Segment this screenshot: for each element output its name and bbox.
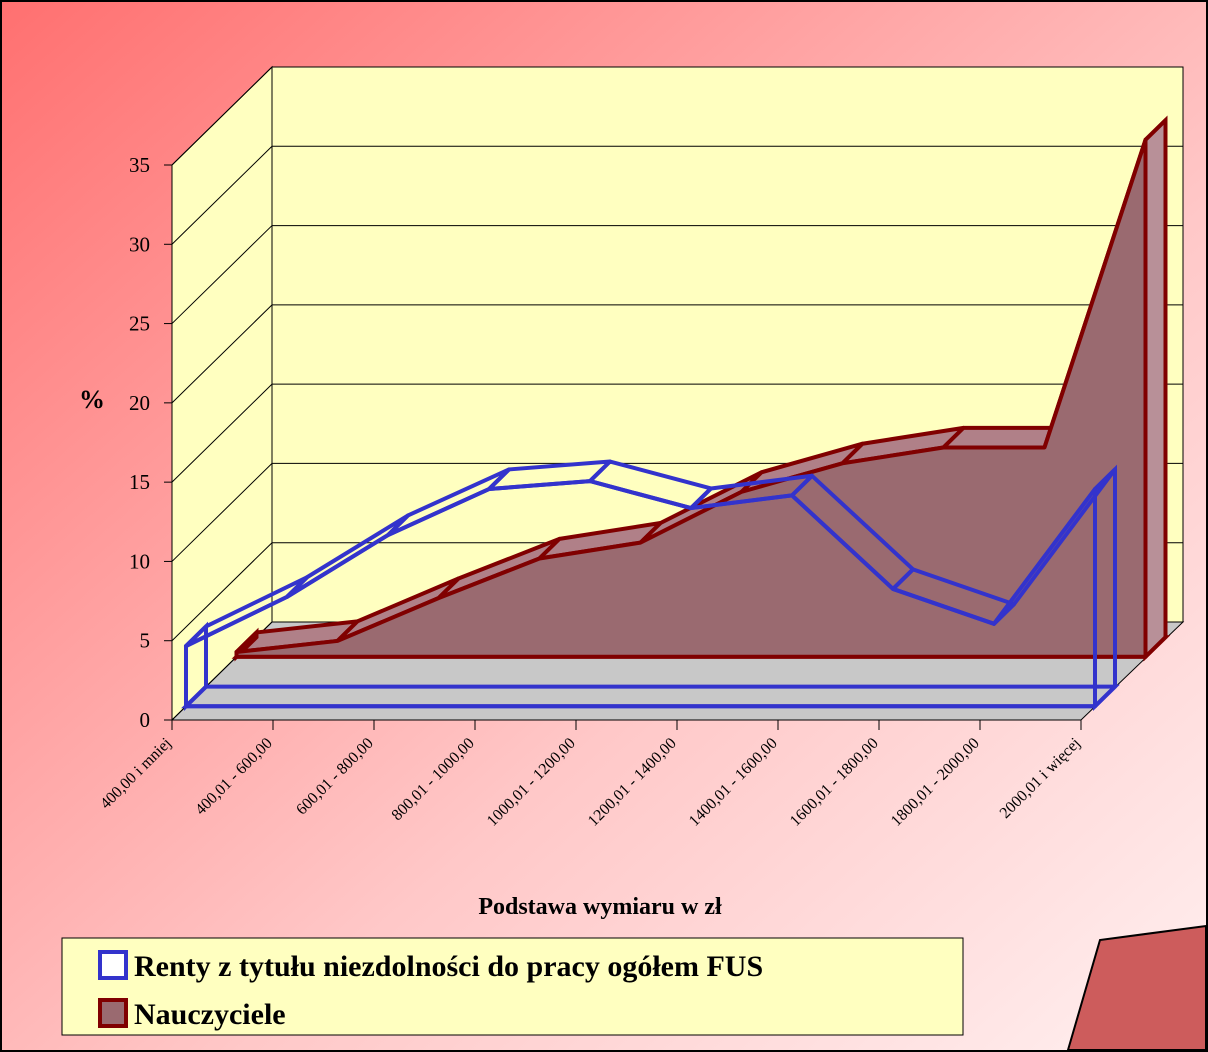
area [184,479,1097,709]
grid-line [171,304,1183,404]
y-tick-label: 5 [140,629,151,653]
legend-swatch [98,998,128,1028]
y-tick-label: 25 [129,312,150,336]
area [234,137,1148,659]
area-side [1143,115,1168,662]
legend-label: Nauczyciele [134,998,286,1031]
legend [61,937,964,1036]
y-axis-label: % [79,385,105,414]
grid-line [171,225,1183,324]
y-tick-label: 10 [129,549,150,573]
legend-swatch [98,950,128,980]
y-tick-label: 0 [140,708,151,732]
y-tick-label: 30 [129,232,150,256]
grid-line [171,66,1183,166]
y-tick-label: 35 [129,153,150,177]
grid-line [171,383,1183,483]
page-curl [1066,924,1207,1051]
grid-line [171,145,1183,245]
left-wall [171,65,273,722]
legend-entries: Renty z tytułu niezdolności do pracy ogó… [98,950,763,1031]
legend-label: Renty z tytułu niezdolności do pracy ogó… [134,950,763,983]
y-tick-label: 20 [129,391,150,415]
x-axis-label: Podstawa wymiaru w zł [478,894,722,920]
y-tick-label: 15 [129,470,150,494]
